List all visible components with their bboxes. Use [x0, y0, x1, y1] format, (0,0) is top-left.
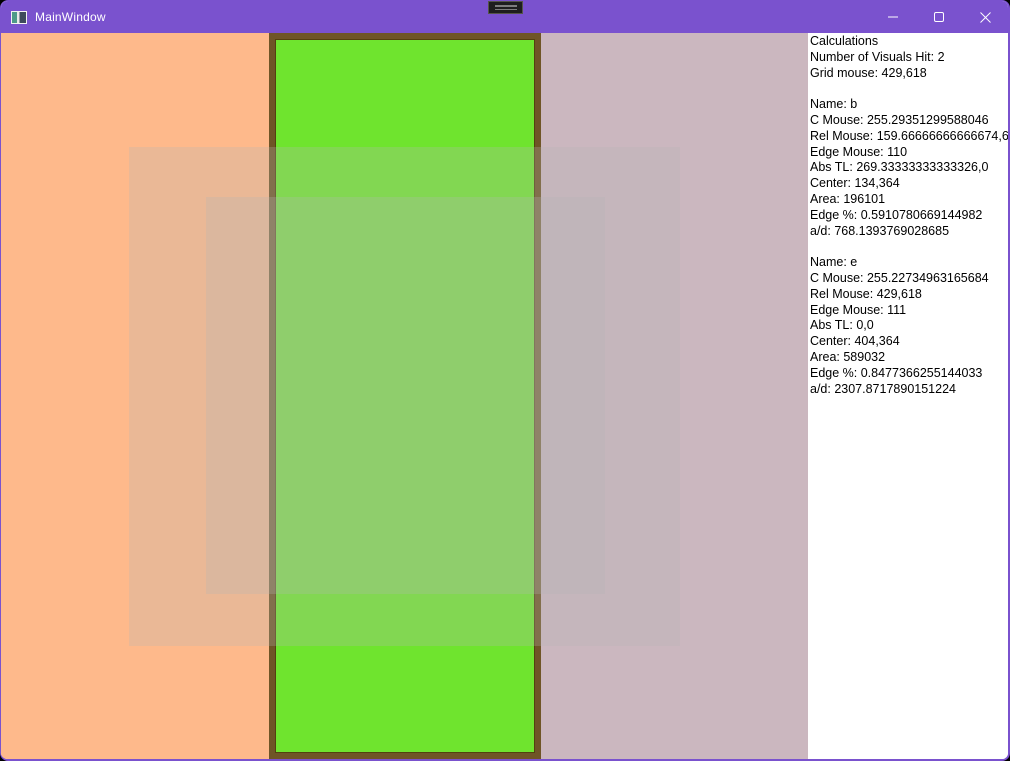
- panel-gap: [810, 81, 1008, 97]
- panel-gap: [810, 239, 1008, 255]
- dock-line-icon: [494, 8, 517, 10]
- overlay-inner: [206, 197, 605, 594]
- dock-line-icon: [494, 5, 517, 7]
- panel-line: C Mouse: 255.22734963165684: [810, 270, 989, 285]
- panel-line: Center: 404,364: [810, 334, 900, 349]
- panel-line: Name: e: [810, 255, 858, 270]
- minimize-icon: [888, 16, 898, 18]
- panel-line: Number of Visuals Hit: 2: [810, 49, 945, 64]
- panel-line: Edge Mouse: 110: [810, 144, 908, 159]
- calculations-panel: Calculations Number of Visuals Hit: 2 Grid…: [808, 33, 1008, 759]
- panel-line: Edge Mouse: 111: [810, 302, 907, 317]
- panel-line: Calculations: [810, 34, 879, 48]
- panel-line: Grid mouse: 429,618: [810, 65, 927, 80]
- close-button[interactable]: [962, 1, 1008, 33]
- visual-peach[interactable]: [1, 33, 269, 759]
- panel-line: Rel Mouse: 159.66666666666674,618: [810, 128, 1008, 143]
- minimize-button[interactable]: [870, 1, 916, 33]
- app-icon[interactable]: [11, 10, 27, 24]
- visual-mauve[interactable]: [541, 33, 808, 759]
- close-icon: [979, 11, 991, 23]
- panel-line: Rel Mouse: 429,618: [810, 286, 922, 301]
- panel-line: a/d: 768.1393769028685: [810, 223, 950, 238]
- caption-buttons: [870, 1, 1008, 33]
- panel-line: Edge %: 0.5910780669144982: [810, 207, 983, 222]
- maximize-button[interactable]: [916, 1, 962, 33]
- maximize-icon: [934, 12, 944, 22]
- window-title: MainWindow: [35, 10, 106, 24]
- panel-line: Edge %: 0.8477366255144033: [810, 365, 983, 380]
- panel-line: C Mouse: 255.29351299588046: [810, 112, 989, 127]
- panel-line: Area: 589032: [810, 349, 886, 364]
- visual-green[interactable]: [269, 33, 541, 759]
- hit-test-canvas[interactable]: [1, 33, 808, 759]
- panel-line: Center: 134,364: [810, 176, 900, 191]
- overlay-outer: [129, 147, 680, 646]
- panel-line: Abs TL: 0,0: [810, 318, 874, 333]
- panel-line: Name: b: [810, 97, 858, 112]
- panel-line: Area: 196101: [810, 191, 886, 206]
- panel-line: Abs TL: 269.33333333333326,0: [810, 160, 989, 175]
- panel-line: a/d: 2307.8717890151224: [810, 381, 956, 396]
- top-dock-handle[interactable]: [488, 1, 523, 14]
